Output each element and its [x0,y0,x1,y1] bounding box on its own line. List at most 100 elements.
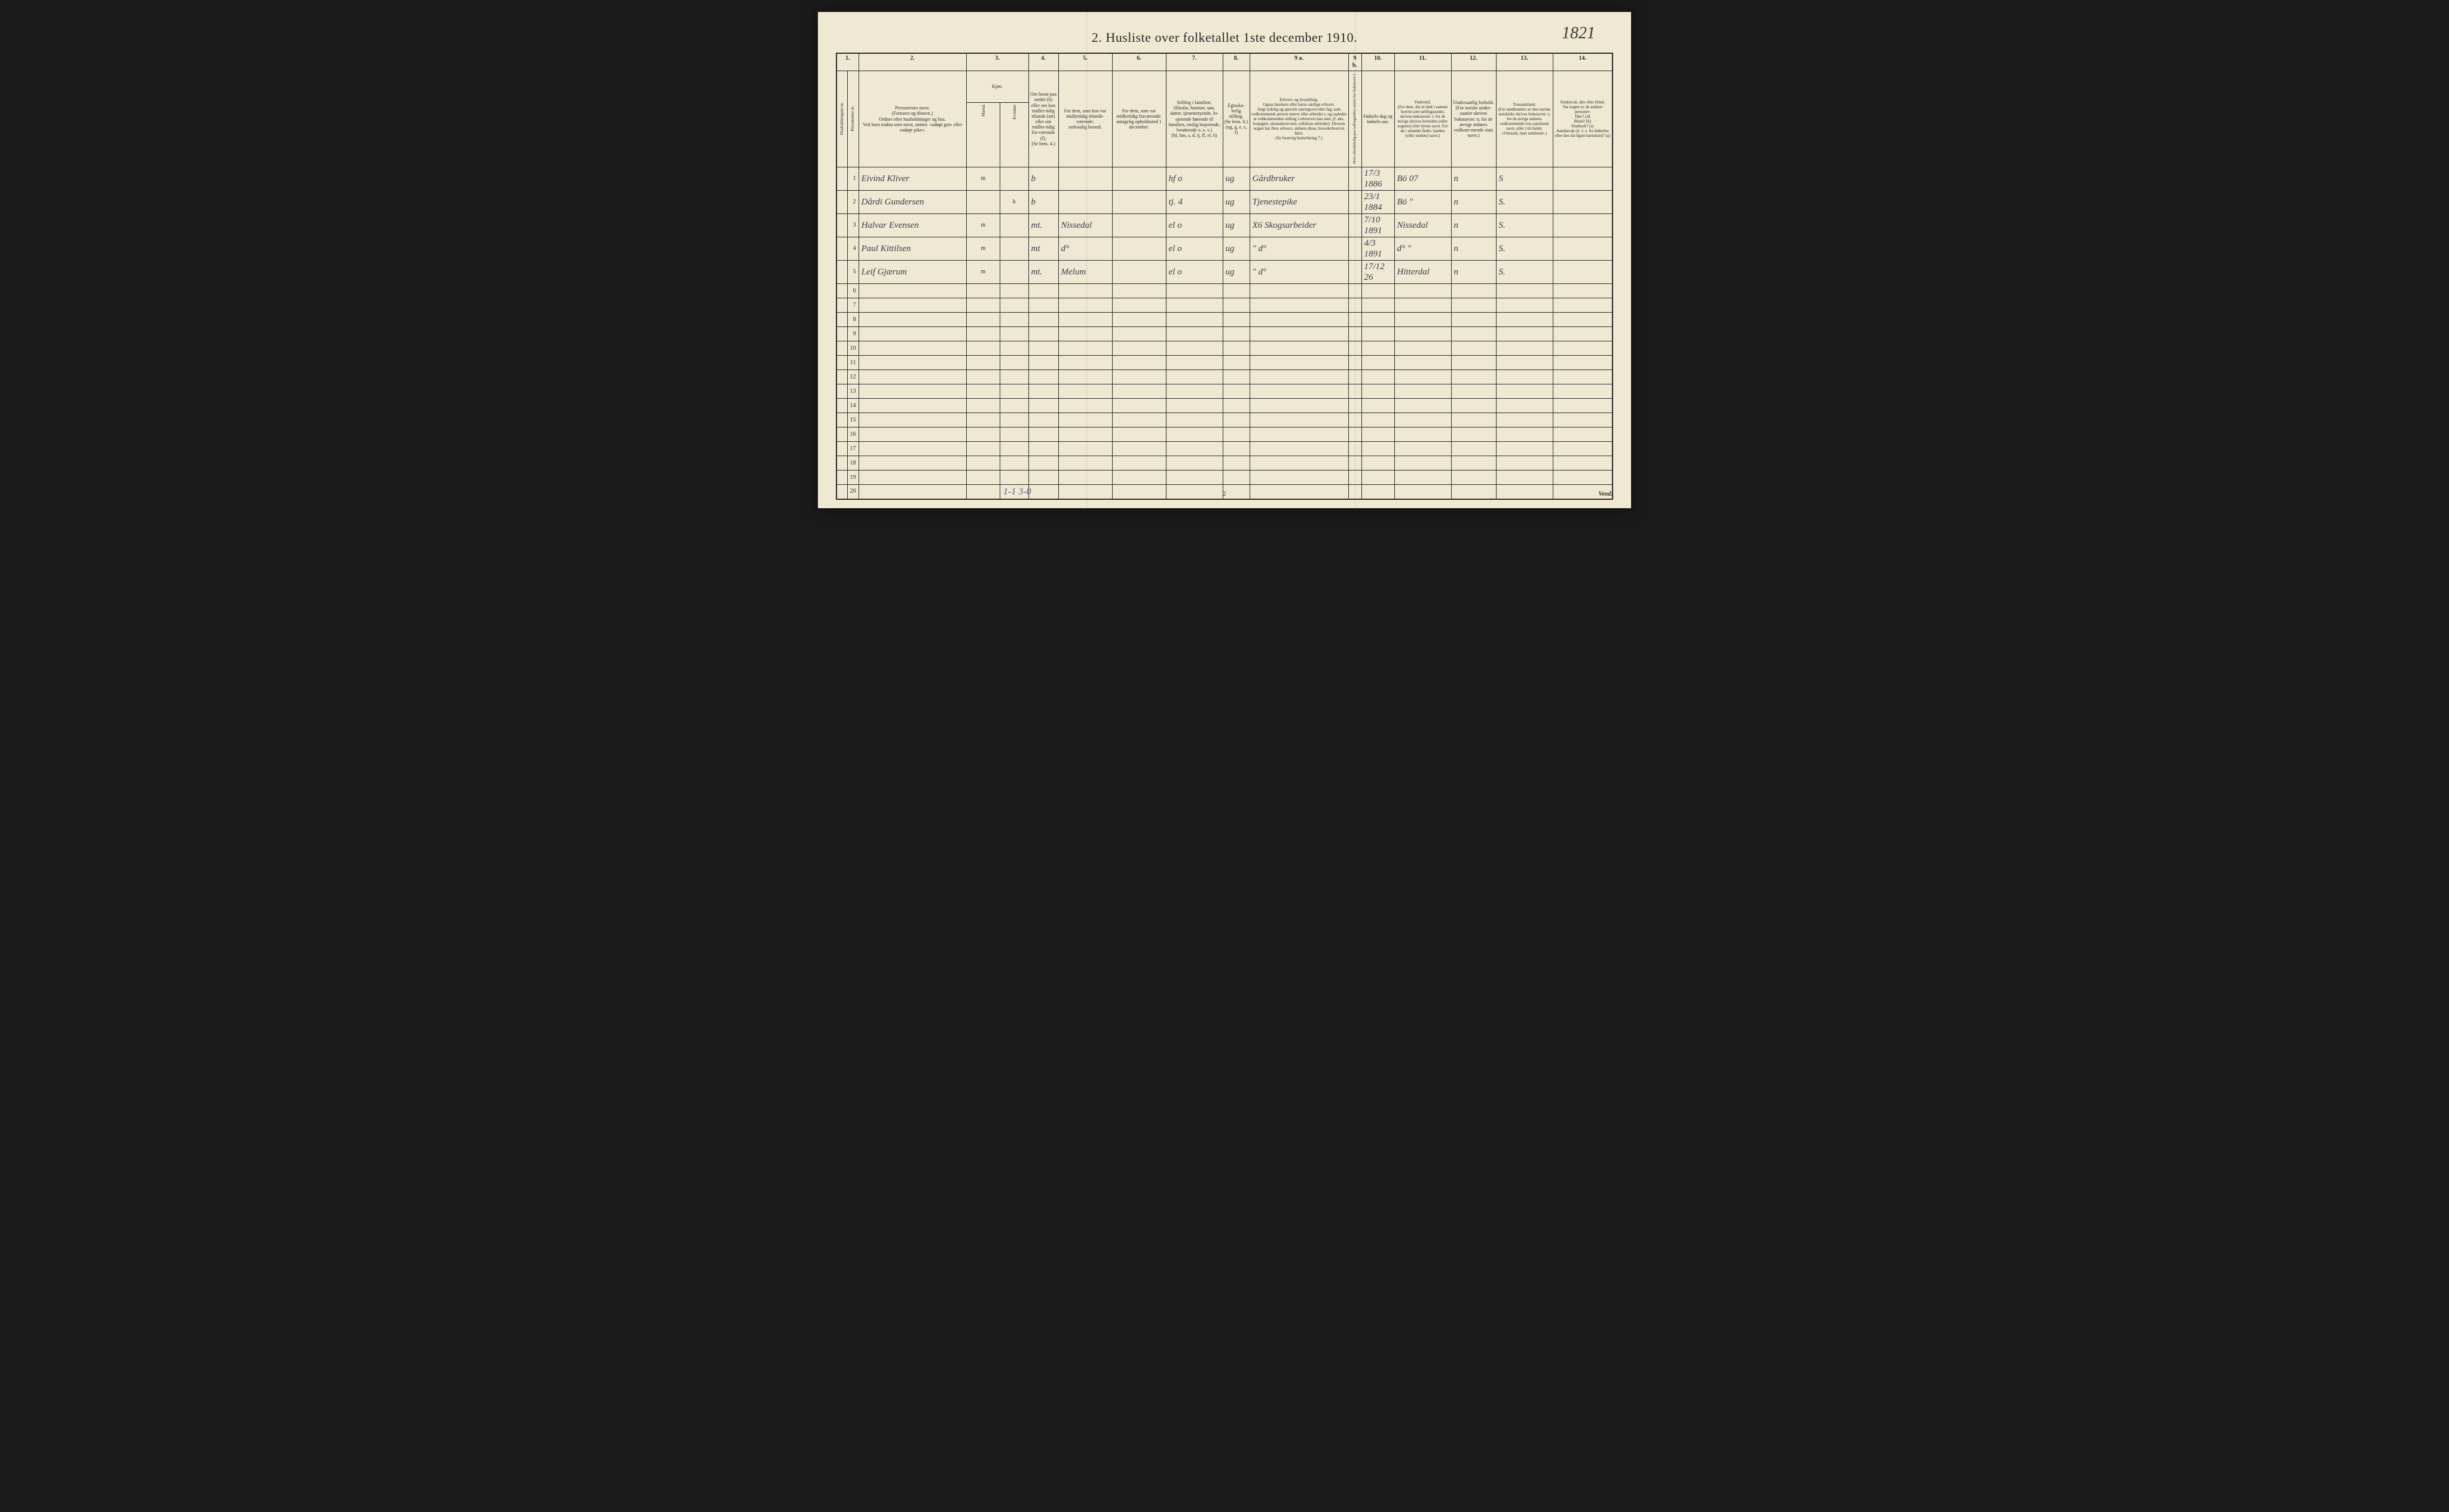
table-cell [1361,298,1394,313]
table-cell: Melum [1058,261,1112,284]
table-cell [859,370,966,384]
table-cell [1000,284,1028,298]
table-cell [1058,167,1112,191]
col-num: 8. [1223,53,1250,71]
table-cell [1553,327,1613,341]
table-cell [1394,413,1451,427]
table-cell: Halvar Evensen [859,214,966,237]
table-cell [1028,356,1058,370]
table-cell [1000,384,1028,399]
table-cell [1361,284,1394,298]
table-cell [836,456,847,471]
table-cell [1250,399,1348,413]
table-row: 19 [836,471,1613,485]
table-cell [1166,384,1223,399]
table-cell: k [1000,191,1028,214]
table-cell [1000,313,1028,327]
table-cell [836,313,847,327]
table-cell [859,471,966,485]
table-row: 16 [836,427,1613,442]
table-cell [1250,427,1348,442]
table-cell [1553,456,1613,471]
table-cell: 12 [847,370,859,384]
census-page: 1821 2. Husliste over folketallet 1ste d… [818,12,1631,508]
table-cell [1496,284,1553,298]
table-cell [1394,471,1451,485]
table-cell [1451,471,1496,485]
col-header-c14: Sindssvak, døv eller blind. Var nogen av… [1553,71,1613,167]
vend-label: Vend! [1599,491,1613,497]
table-cell: m [966,237,1000,261]
table-cell [1058,327,1112,341]
table-cell [1553,298,1613,313]
table-cell [1000,261,1028,284]
table-cell [1250,384,1348,399]
table-cell: S [1496,167,1553,191]
table-cell [1112,399,1166,413]
table-cell [1000,237,1028,261]
table-cell: X6 Skogsarbeider [1250,214,1348,237]
table-cell [1112,261,1166,284]
table-cell [1058,341,1112,356]
table-cell: n [1451,167,1496,191]
table-cell [1166,442,1223,456]
table-cell [836,284,847,298]
col-header-sex: Kjøn. [966,71,1028,103]
table-row: 12 [836,370,1613,384]
table-cell [1028,327,1058,341]
table-cell [859,413,966,427]
table-cell [1553,471,1613,485]
table-cell [1058,356,1112,370]
handwritten-page-id: 1821 [1562,24,1595,43]
table-row: 15 [836,413,1613,427]
table-cell: 6 [847,284,859,298]
col-num: 9 a. [1250,53,1348,71]
table-cell [836,298,847,313]
table-cell: ug [1223,261,1250,284]
col-header-c8: Egteska-belig stilling. (Se bem. 6.) (ug… [1223,71,1250,167]
table-cell [1028,384,1058,399]
col-header-hnr: Husholdningens nr. [836,71,847,167]
table-cell [1112,384,1166,399]
table-cell [1000,427,1028,442]
col-header-c5: For dem, som kun var midlertidig tilsted… [1058,71,1112,167]
table-cell [1553,261,1613,284]
table-cell: Hitterdal [1394,261,1451,284]
table-cell [1058,471,1112,485]
table-cell [1223,341,1250,356]
col-num: 13. [1496,53,1553,71]
table-body: 1Eivind Klivermbhf ougGårdbruker17/3 188… [836,167,1613,499]
table-cell [1166,327,1223,341]
table-cell [1496,456,1553,471]
col-header-male: Mænd. [966,103,1000,167]
table-row: 17 [836,442,1613,456]
table-cell [1223,327,1250,341]
table-cell [1451,341,1496,356]
table-cell: Tjenestepike [1250,191,1348,214]
table-cell: n [1451,191,1496,214]
table-cell [1166,456,1223,471]
table-cell [1166,370,1223,384]
table-cell [1250,298,1348,313]
table-cell [966,471,1000,485]
table-cell [1223,427,1250,442]
table-cell [1250,341,1348,356]
table-cell [1553,167,1613,191]
table-cell [1394,384,1451,399]
table-cell [1058,413,1112,427]
table-cell: ug [1223,167,1250,191]
table-cell [1028,341,1058,356]
table-cell [1223,284,1250,298]
table-cell [1028,427,1058,442]
column-number-row: 1. 2. 3. 4. 5. 6. 7. 8. 9 a. 9 b. 10. 11… [836,53,1613,71]
table-cell: hf o [1166,167,1223,191]
table-cell: ug [1223,191,1250,214]
table-cell [966,191,1000,214]
table-cell [1394,427,1451,442]
table-cell [1451,327,1496,341]
table-cell [836,214,847,237]
table-row: 9 [836,327,1613,341]
table-cell [1496,327,1553,341]
table-cell [1496,370,1553,384]
page-title: 2. Husliste over folketallet 1ste decemb… [836,30,1613,45]
